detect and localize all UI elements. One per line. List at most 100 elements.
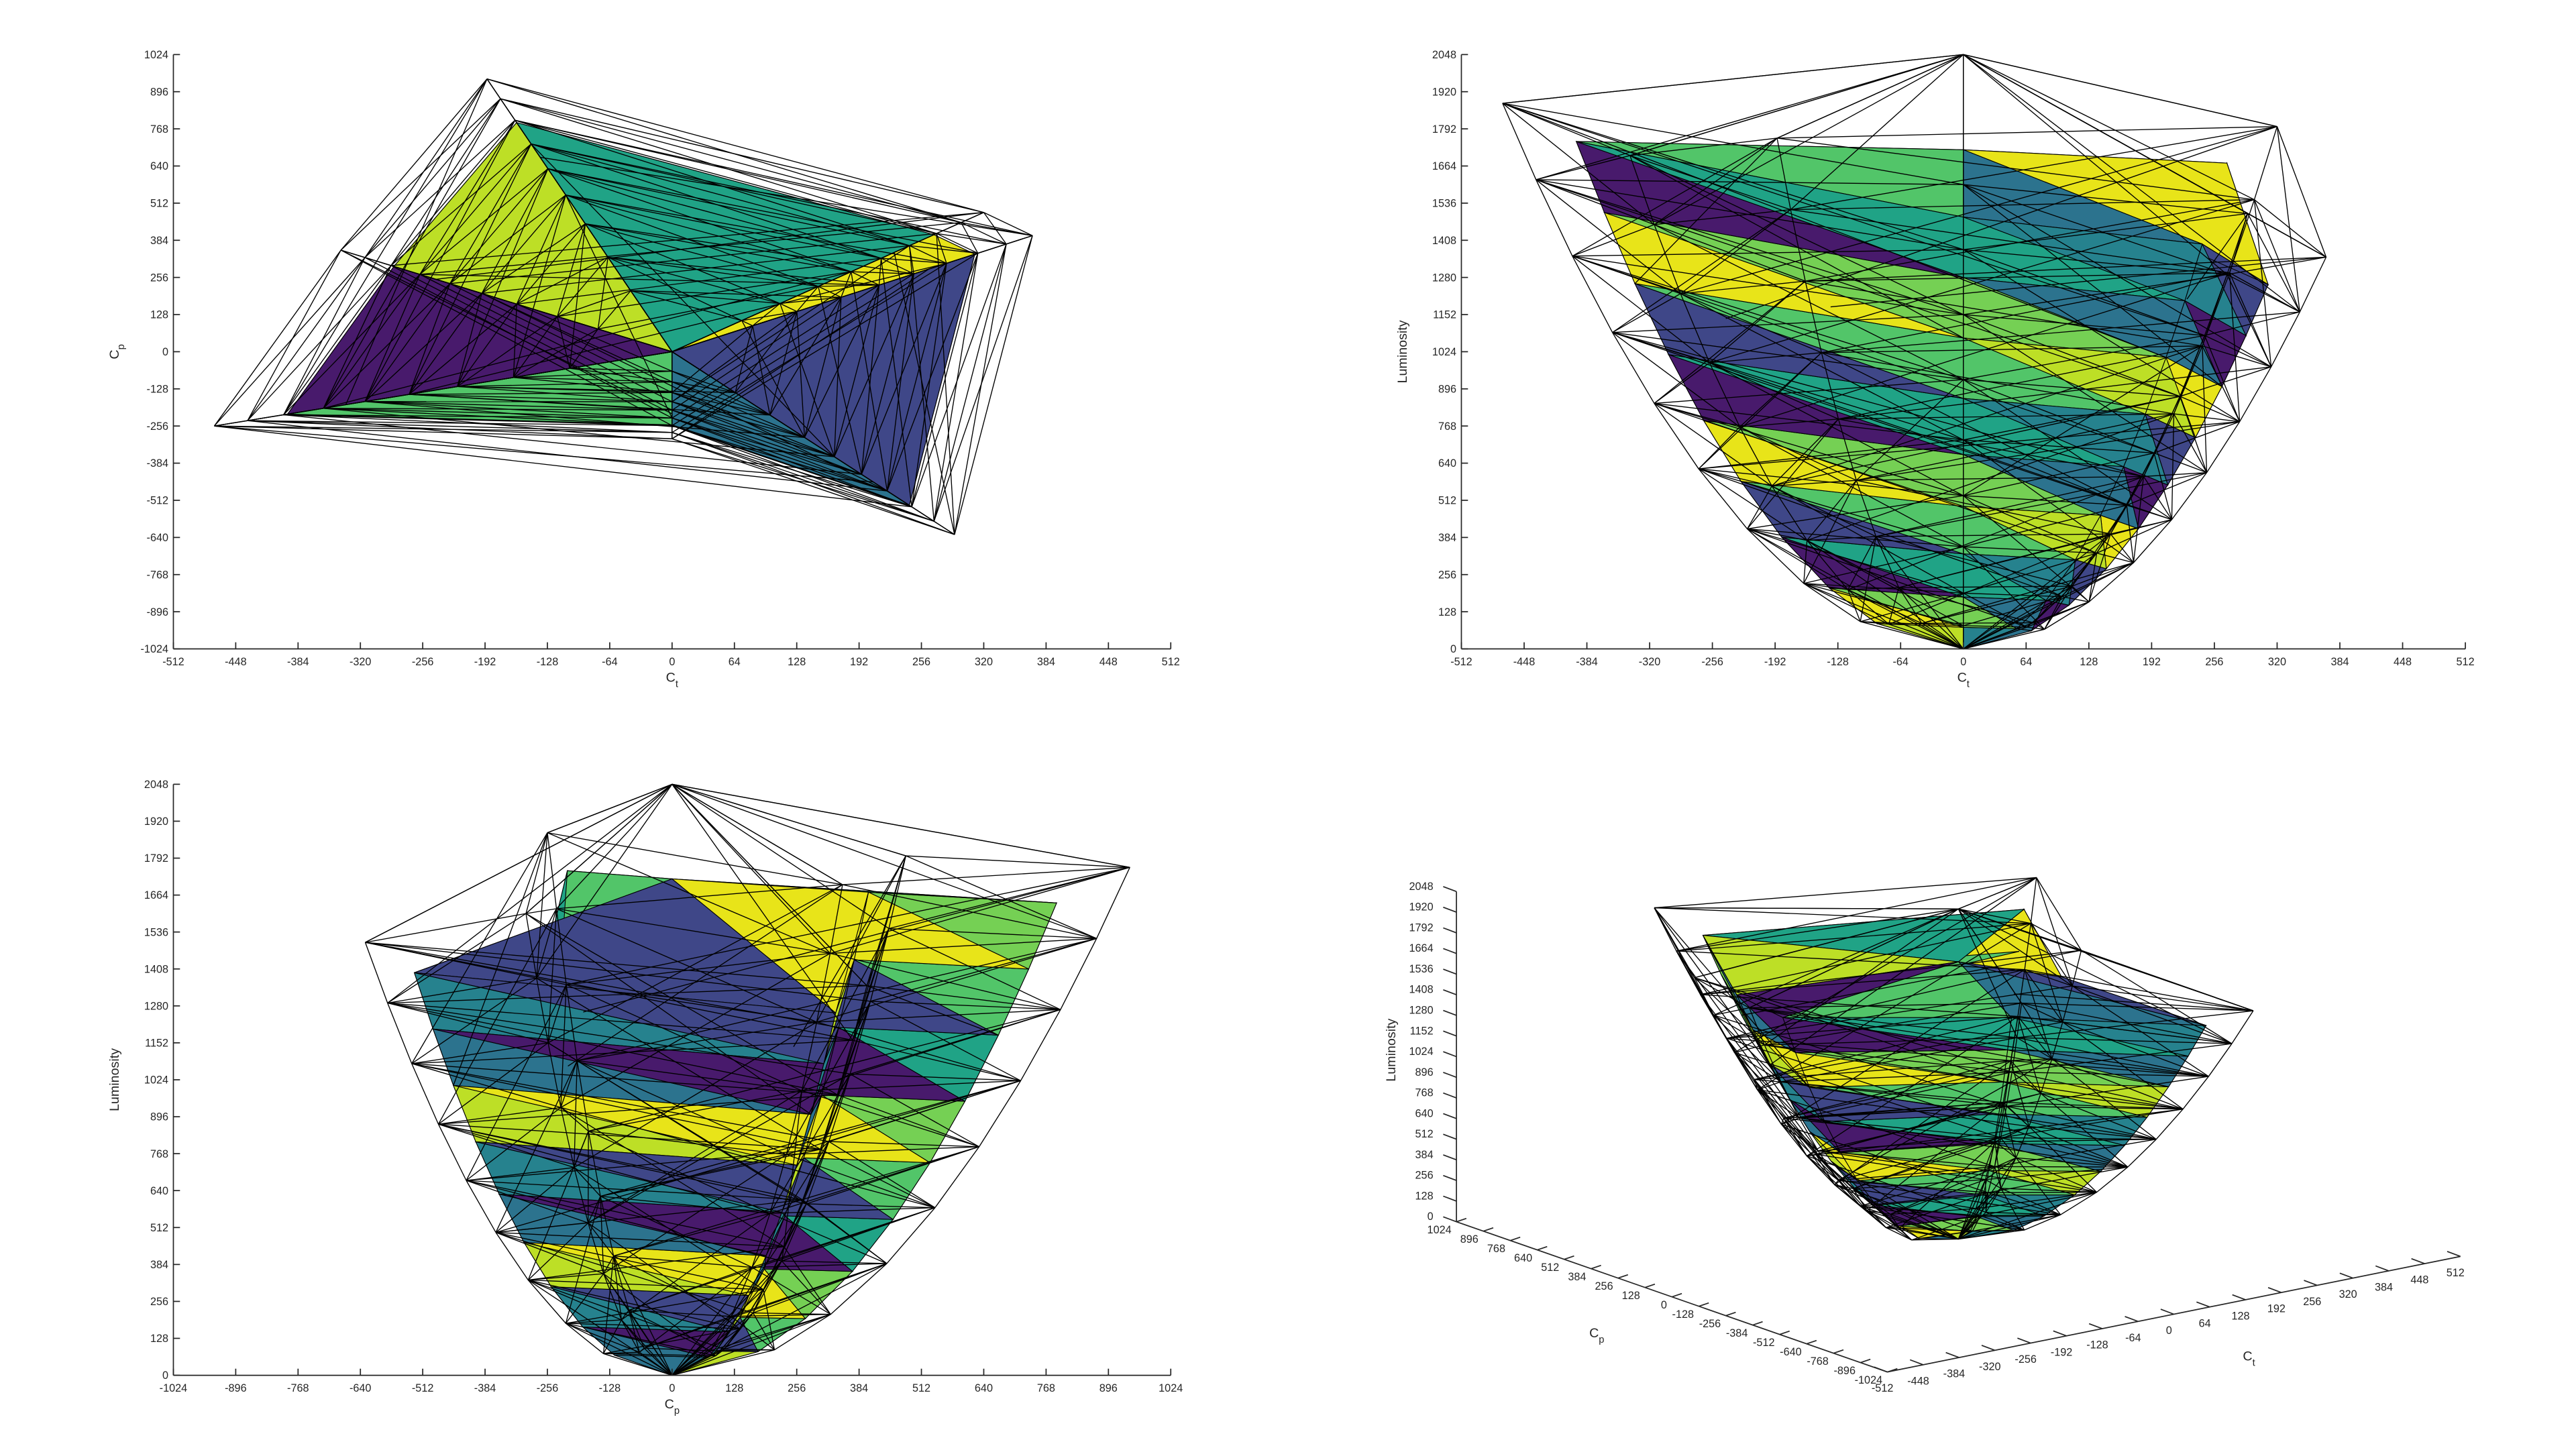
x-tick-label: -384: [1576, 656, 1598, 668]
wire-edge: [2143, 413, 2175, 477]
z-tick: [1443, 1092, 1457, 1099]
x-axis-label-base: C: [665, 1397, 674, 1412]
wire-edge: [570, 368, 672, 383]
wire-edge: [1830, 256, 2326, 308]
wire-edge: [613, 1255, 753, 1268]
wire-edge: [1957, 1188, 2002, 1239]
wire-edge: [909, 245, 934, 522]
wire-edge: [1780, 1071, 2012, 1082]
wire-edge: [213, 257, 366, 427]
wire-edge: [1847, 589, 1861, 622]
mesh-face: [1752, 1029, 1810, 1088]
x-tick-label: -256: [537, 1382, 559, 1394]
x-axis-label: Ct: [1957, 671, 1970, 690]
wire-edge: [2229, 199, 2255, 273]
wire-edge: [437, 908, 557, 1125]
wire-edge: [888, 928, 1097, 939]
x-tick-label: 448: [1099, 656, 1118, 668]
wire-edge: [1921, 622, 2034, 624]
x-tick-label: 320: [975, 656, 993, 668]
wire-edge: [870, 1001, 1021, 1081]
wire-edge: [2000, 1158, 2017, 1189]
wire-edge: [954, 235, 1033, 535]
wire-edge: [1876, 536, 2072, 587]
x-tick-label: 512: [1162, 656, 1180, 668]
wire-edge: [2173, 345, 2203, 414]
wire-edge: [2027, 626, 2045, 630]
y-tick-label: 2048: [1432, 49, 1456, 61]
wire-edge: [495, 1167, 575, 1233]
wire-edge: [2204, 335, 2271, 368]
x-tick-label: -192: [1764, 656, 1786, 668]
wire-edge: [2299, 257, 2327, 313]
z-tick-label: 1280: [1409, 1004, 1433, 1016]
wire-edge: [1772, 486, 1876, 537]
wire-edge: [1772, 345, 2203, 487]
y-tick-label: -128: [147, 383, 169, 395]
y-tick-label: 1664: [144, 889, 168, 901]
y-tick-label: 256: [1438, 569, 1456, 581]
wire-edge: [628, 1310, 640, 1353]
wire-edge: [1572, 256, 2155, 454]
wire-edge: [340, 249, 673, 414]
wire-edge: [513, 351, 672, 378]
wire-edge: [2017, 1016, 2041, 1094]
wire-edge: [2127, 1139, 2157, 1168]
wire-edge: [837, 928, 890, 1095]
wire-edge: [1612, 293, 1681, 333]
wire-edge: [1847, 589, 1964, 650]
wire-edge: [880, 258, 912, 507]
ct-tick: [1981, 1345, 1995, 1351]
wire-edge: [1680, 126, 2277, 294]
wire-edge: [1612, 332, 1964, 441]
ct-tick-label: 384: [2375, 1281, 2393, 1293]
wire-edge: [566, 984, 802, 1091]
wire-edge: [1975, 1179, 1986, 1209]
wire-edge: [793, 855, 906, 1048]
wire-edge: [365, 401, 672, 419]
wire-edge: [585, 223, 851, 272]
z-tick: [1443, 1133, 1457, 1140]
ct-tick: [2267, 1287, 2282, 1293]
wire-edge: [466, 1180, 782, 1262]
wire-edge: [600, 1196, 753, 1268]
wire-edge: [672, 425, 912, 508]
x-tick-label: -384: [287, 656, 309, 668]
wire-edge: [1612, 332, 1964, 380]
x-tick-label: -512: [412, 1382, 433, 1394]
plot-front-view: -512 -448 -384 -320 -256 -192 -128 -64 0 64 128 192…: [1395, 49, 2474, 690]
wire-edge: [531, 144, 937, 234]
wire-edge: [2015, 1126, 2030, 1158]
ct-tick-label: 512: [2447, 1267, 2465, 1279]
wire-edge: [2029, 1125, 2157, 1140]
wire-edge: [751, 1141, 830, 1268]
cp-tick: [1617, 1274, 1629, 1279]
wire-edge: [603, 1353, 716, 1357]
wire-edge: [631, 290, 841, 298]
y-tick-label: -640: [147, 532, 169, 544]
wire-edge: [1502, 103, 1964, 185]
wire-edge: [1898, 587, 2034, 624]
wire-edge: [1994, 1166, 2097, 1193]
wire-edge: [600, 1196, 614, 1256]
ct-tick-label: 64: [2199, 1317, 2211, 1329]
wire-edge: [1847, 589, 1890, 625]
wire-edge: [2253, 199, 2300, 313]
wire-edge: [672, 432, 934, 522]
wire-edge: [613, 1146, 979, 1257]
wire-edge: [629, 1207, 936, 1311]
wire-edge: [495, 1231, 604, 1274]
plot-top-view: -512 -448 -384 -320 -256 -192 -128 -64 0 64 128 192…: [107, 49, 1180, 690]
wire-edge: [1985, 1188, 2002, 1213]
wire-edge: [1834, 1180, 1839, 1185]
wire-edge: [631, 290, 780, 304]
wire-edge: [1921, 586, 2072, 624]
wire-edge: [547, 832, 843, 885]
wire-edge: [1821, 352, 1839, 419]
wire-edge: [556, 908, 830, 954]
cp-tick-label: 512: [1541, 1262, 1559, 1274]
ct-tick: [2125, 1316, 2139, 1323]
wire-edge: [731, 1203, 807, 1317]
wire-edge: [769, 1207, 935, 1214]
ct-tick: [2196, 1301, 2210, 1308]
